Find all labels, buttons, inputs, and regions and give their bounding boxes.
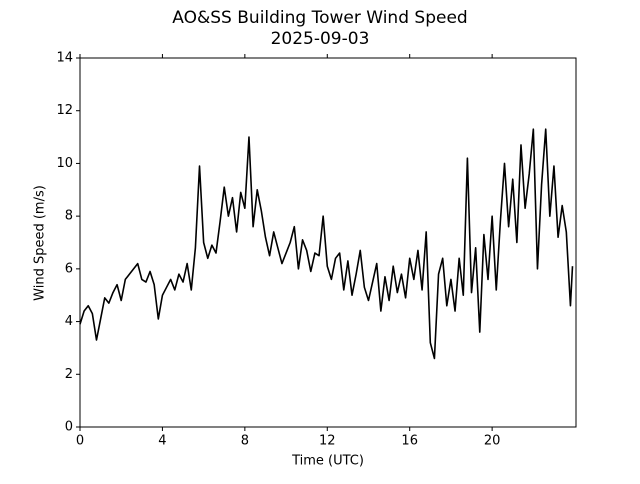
chart-subtitle: 2025-09-03: [271, 29, 370, 49]
y-tick-label: 14: [56, 51, 73, 66]
y-tick-label: 4: [65, 314, 73, 329]
y-axis-label: Wind Speed (m/s): [33, 185, 48, 301]
y-tick-label: 0: [65, 420, 73, 435]
x-tick-label: 12: [319, 434, 336, 449]
chart-title: AO&SS Building Tower Wind Speed: [172, 8, 467, 28]
line-series: [79, 128, 574, 360]
plot-frame: [79, 57, 577, 428]
y-tick-label: 6: [65, 261, 73, 276]
y-tick-label: 10: [56, 156, 73, 171]
x-axis-label: Time (UTC): [291, 454, 364, 469]
x-tick-label: 8: [241, 434, 249, 449]
x-tick-label: 20: [484, 434, 501, 449]
y-tick-label: 8: [65, 209, 73, 224]
y-tick-label: 2: [65, 367, 73, 382]
x-tick-label: 4: [158, 434, 166, 449]
y-tick-label: 12: [56, 103, 73, 118]
x-tick-label: 16: [401, 434, 418, 449]
x-tick-label: 0: [76, 434, 84, 449]
